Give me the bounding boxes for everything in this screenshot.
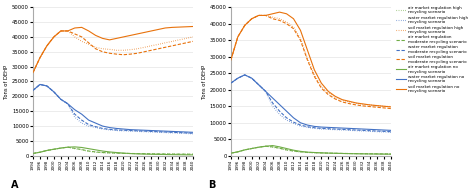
Text: A: A (10, 181, 18, 191)
Y-axis label: Tons of DEHP: Tons of DEHP (4, 64, 9, 98)
Legend: air market regulation high
recycling scenario, water market regulation high
recy: air market regulation high recycling sce… (394, 4, 470, 95)
Y-axis label: Tons of DEHP: Tons of DEHP (202, 64, 207, 98)
Text: B: B (209, 181, 216, 191)
